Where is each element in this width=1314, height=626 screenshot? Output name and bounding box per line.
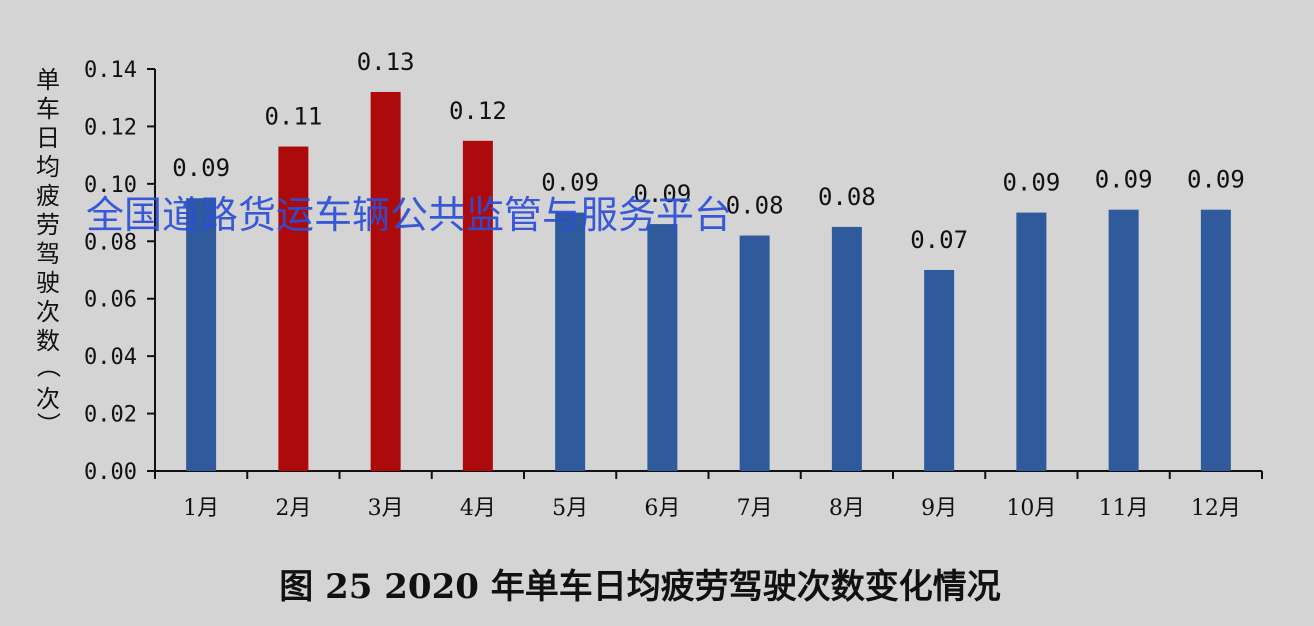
y-label-char: 劳 [36,211,60,239]
data-label-6: 0.09 [633,180,691,208]
y-tick-label: 0.02 [84,403,137,428]
y-label-char: 单 [36,66,60,94]
x-tick-label: 5月 [552,496,588,521]
x-tick-label: 6月 [644,496,680,521]
bar-4 [462,140,493,472]
bar-3 [370,91,401,471]
data-label-5: 0.09 [541,169,599,197]
bar-7 [739,235,770,471]
x-tick-label: 8月 [829,496,865,521]
bar-2 [278,146,309,471]
chart-title: 图 25 2020 年单车日均疲劳驾驶次数变化情况 [279,567,1000,607]
y-tick-label: 0.06 [84,288,137,313]
y-tick-label: 0.04 [84,345,137,370]
bars [186,91,1231,472]
x-tick-label: 10月 [1006,496,1056,521]
y-label-char: 疲 [36,182,60,210]
y-label-char: ） [34,412,62,436]
data-label-9: 0.07 [910,226,968,254]
data-label-12: 0.09 [1187,166,1245,194]
data-label-11: 0.09 [1095,166,1153,194]
y-label-char: 次 [36,385,60,413]
x-tick-label: 3月 [368,496,404,521]
data-label-10: 0.09 [1002,169,1060,197]
data-labels: 0.09 0.11 0.13 0.12 0.09 0.09 0.08 0.08 0.07 0.09… [172,48,1245,254]
data-label-4: 0.12 [449,97,507,125]
y-label-char: 驶 [36,269,60,297]
y-label-char: 驾 [36,240,60,268]
watermark-text: 全国道路货运车辆公共监管与服务平台 [86,193,732,237]
bar-1 [186,198,217,471]
bar-11 [1108,209,1139,471]
y-label-char: 均 [36,153,60,181]
bar-10 [1016,212,1047,472]
x-tick-label: 7月 [737,496,773,521]
y-label-char: （ [34,354,62,378]
data-label-8: 0.08 [818,183,876,211]
x-axis-ticks: 1月 2月 3月 4月 5月 6月 7月 8月 9月 10月 11月 12月 [154,471,1263,521]
x-tick-label: 2月 [275,496,311,521]
y-tick-label: 0.14 [84,58,137,83]
y-tick-label: 0.08 [84,230,137,255]
bar-5 [555,212,586,472]
x-tick-label: 12月 [1191,496,1241,521]
data-label-7: 0.08 [726,192,784,220]
y-tick-label: 0.12 [84,115,137,140]
x-tick-label: 9月 [921,496,957,521]
y-axis-ticks: 0.00 0.02 0.04 0.06 0.08 0.10 0.12 0.14 [84,58,155,485]
x-tick-label: 4月 [460,496,496,521]
data-label-1: 0.09 [172,154,230,182]
x-tick-label: 1月 [183,496,219,521]
bar-8 [831,226,862,471]
bar-6 [647,224,678,471]
data-label-3: 0.13 [357,48,415,76]
y-tick-label: 0.00 [84,460,137,485]
y-label-char: 日 [36,124,60,152]
y-label-char: 车 [36,95,60,123]
y-label-char: 数 [36,327,60,355]
y-axis-label: 单车日均疲劳驾驶次数（次） [34,66,62,436]
data-label-2: 0.11 [264,103,322,131]
y-tick-label: 0.10 [84,173,137,198]
bar-9 [924,270,955,471]
x-tick-label: 11月 [1099,496,1149,521]
bar-12 [1200,209,1231,471]
y-label-char: 次 [36,298,60,326]
